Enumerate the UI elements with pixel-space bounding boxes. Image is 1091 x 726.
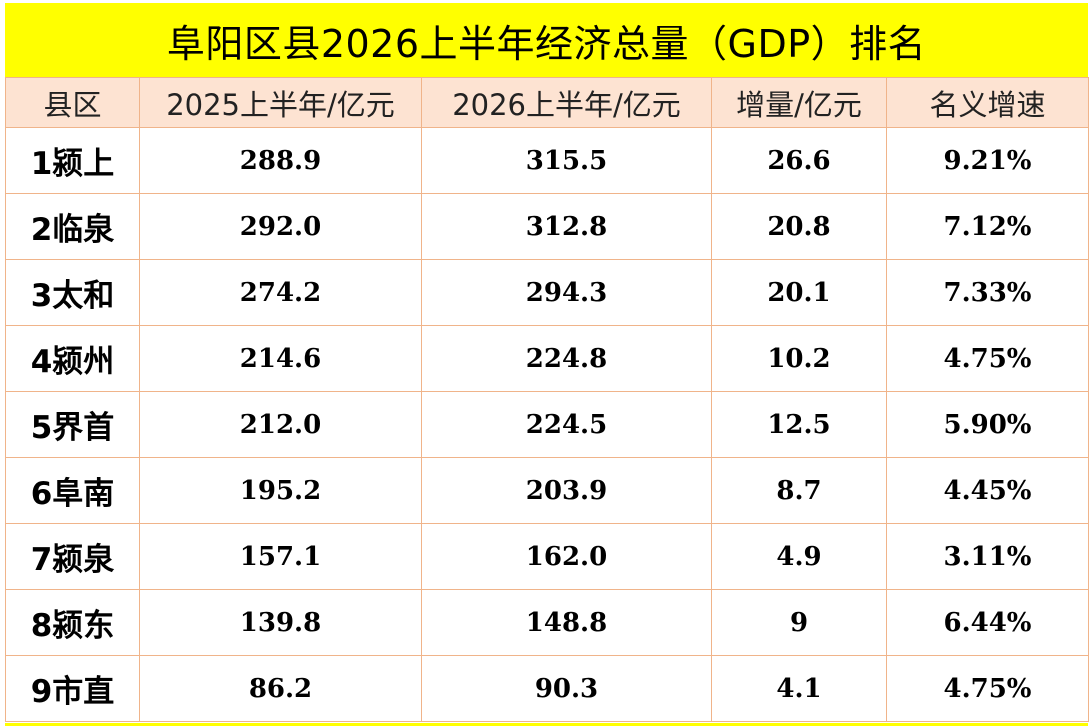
table-row: 9市直 86.2 90.3 4.1 4.75%: [5, 655, 1089, 722]
growth-cell: 6.44%: [886, 589, 1089, 656]
gdp-2025-cell: 274.2: [139, 259, 422, 326]
increase-cell: 20.1: [711, 259, 887, 326]
table-row: 5界首 212.0 224.5 12.5 5.90%: [5, 391, 1089, 458]
county-cell: 1颍上: [5, 127, 140, 194]
gdp-2025-cell: 212.0: [139, 391, 422, 458]
gdp-2026-cell: 90.3: [421, 655, 712, 722]
county-cell: 7颍泉: [5, 523, 140, 590]
table-row: 1颍上 288.9 315.5 26.6 9.21%: [5, 127, 1089, 194]
gdp-2026-cell: 148.8: [421, 589, 712, 656]
table-title: 阜阳区县2026上半年经济总量（GDP）排名: [5, 3, 1088, 77]
increase-cell: 12.5: [711, 391, 887, 458]
county-cell: 4颍州: [5, 325, 140, 392]
gdp-2025-cell: 214.6: [139, 325, 422, 392]
growth-cell: 3.11%: [886, 523, 1089, 590]
county-cell: 9市直: [5, 655, 140, 722]
increase-cell: 20.8: [711, 193, 887, 260]
growth-cell: 5.90%: [886, 391, 1089, 458]
gdp-2026-cell: 203.9: [421, 457, 712, 524]
bottom-yellow-strip: [5, 723, 1088, 726]
gdp-2025-cell: 157.1: [139, 523, 422, 590]
header-row: 县区 2025上半年/亿元 2026上半年/亿元 增量/亿元 名义增速: [5, 77, 1089, 128]
gdp-2025-cell: 139.8: [139, 589, 422, 656]
growth-cell: 9.21%: [886, 127, 1089, 194]
gdp-2025-cell: 86.2: [139, 655, 422, 722]
gdp-2026-cell: 162.0: [421, 523, 712, 590]
table-row: 7颍泉 157.1 162.0 4.9 3.11%: [5, 523, 1089, 590]
increase-cell: 4.9: [711, 523, 887, 590]
gdp-2026-cell: 224.5: [421, 391, 712, 458]
table-row: 3太和 274.2 294.3 20.1 7.33%: [5, 259, 1089, 326]
growth-cell: 7.12%: [886, 193, 1089, 260]
header-gdp-2026-h1: 2026上半年/亿元: [421, 77, 712, 128]
gdp-2025-cell: 195.2: [139, 457, 422, 524]
increase-cell: 4.1: [711, 655, 887, 722]
county-cell: 2临泉: [5, 193, 140, 260]
gdp-2025-cell: 288.9: [139, 127, 422, 194]
growth-cell: 7.33%: [886, 259, 1089, 326]
growth-cell: 4.45%: [886, 457, 1089, 524]
gdp-2026-cell: 224.8: [421, 325, 712, 392]
gdp-ranking-table: 县区 2025上半年/亿元 2026上半年/亿元 增量/亿元 名义增速 1颍上 …: [5, 77, 1089, 722]
gdp-2026-cell: 315.5: [421, 127, 712, 194]
increase-cell: 8.7: [711, 457, 887, 524]
gdp-2026-cell: 294.3: [421, 259, 712, 326]
table-row: 8颍东 139.8 148.8 9 6.44%: [5, 589, 1089, 656]
increase-cell: 9: [711, 589, 887, 656]
header-increase: 增量/亿元: [711, 77, 887, 128]
gdp-2025-cell: 292.0: [139, 193, 422, 260]
county-cell: 3太和: [5, 259, 140, 326]
table-row: 4颍州 214.6 224.8 10.2 4.75%: [5, 325, 1089, 392]
growth-cell: 4.75%: [886, 655, 1089, 722]
increase-cell: 26.6: [711, 127, 887, 194]
header-gdp-2025-h1: 2025上半年/亿元: [139, 77, 422, 128]
gdp-2026-cell: 312.8: [421, 193, 712, 260]
header-nominal-growth: 名义增速: [886, 77, 1089, 128]
header-county: 县区: [5, 77, 140, 128]
county-cell: 6阜南: [5, 457, 140, 524]
county-cell: 5界首: [5, 391, 140, 458]
table-row: 2临泉 292.0 312.8 20.8 7.12%: [5, 193, 1089, 260]
increase-cell: 10.2: [711, 325, 887, 392]
growth-cell: 4.75%: [886, 325, 1089, 392]
table-row: 6阜南 195.2 203.9 8.7 4.45%: [5, 457, 1089, 524]
county-cell: 8颍东: [5, 589, 140, 656]
